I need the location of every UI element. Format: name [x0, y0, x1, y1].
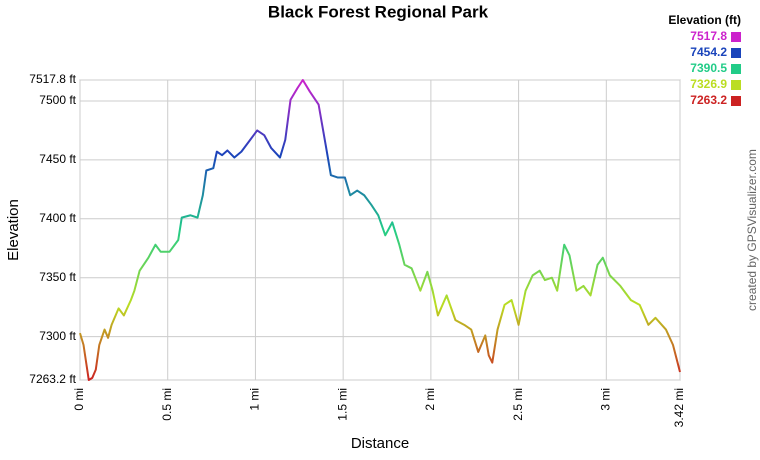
- y-tick-label: 7450 ft: [39, 152, 76, 166]
- y-tick-label: 7500 ft: [39, 93, 76, 107]
- y-axis-label: Elevation: [5, 199, 22, 261]
- x-tick-label: 2.5 mi: [511, 388, 525, 421]
- chart-title: Black Forest Regional Park: [268, 2, 489, 21]
- legend-swatch: [731, 80, 741, 90]
- y-tick-label: 7517.8 ft: [29, 72, 76, 86]
- legend-value: 7454.2: [690, 45, 727, 59]
- x-tick-label: 0 mi: [72, 388, 86, 411]
- x-tick-label: 3.42 mi: [672, 388, 686, 427]
- y-tick-label: 7263.2 ft: [29, 372, 76, 386]
- legend-title: Elevation (ft): [668, 13, 741, 27]
- watermark: created by GPSVisualizer.com: [745, 149, 759, 311]
- legend-value: 7517.8: [690, 29, 727, 43]
- plot-area: [79, 79, 681, 381]
- y-tick-label: 7300 ft: [39, 329, 76, 343]
- x-axis-label: Distance: [351, 435, 409, 452]
- x-tick-label: 3 mi: [598, 388, 612, 411]
- x-tick-label: 1 mi: [248, 388, 262, 411]
- legend-value: 7326.9: [690, 77, 727, 91]
- legend-swatch: [731, 64, 741, 74]
- y-tick-label: 7400 ft: [39, 211, 76, 225]
- legend-swatch: [731, 48, 741, 58]
- x-tick-label: 0.5 mi: [160, 388, 174, 421]
- legend-value: 7390.5: [690, 61, 727, 75]
- legend-value: 7263.2: [690, 93, 727, 107]
- x-tick-label: 2 mi: [423, 388, 437, 411]
- x-tick-label: 1.5 mi: [335, 388, 349, 421]
- legend-swatch: [731, 32, 741, 42]
- legend-swatch: [731, 96, 741, 106]
- y-tick-label: 7350 ft: [39, 270, 76, 284]
- elevation-line: [79, 79, 681, 381]
